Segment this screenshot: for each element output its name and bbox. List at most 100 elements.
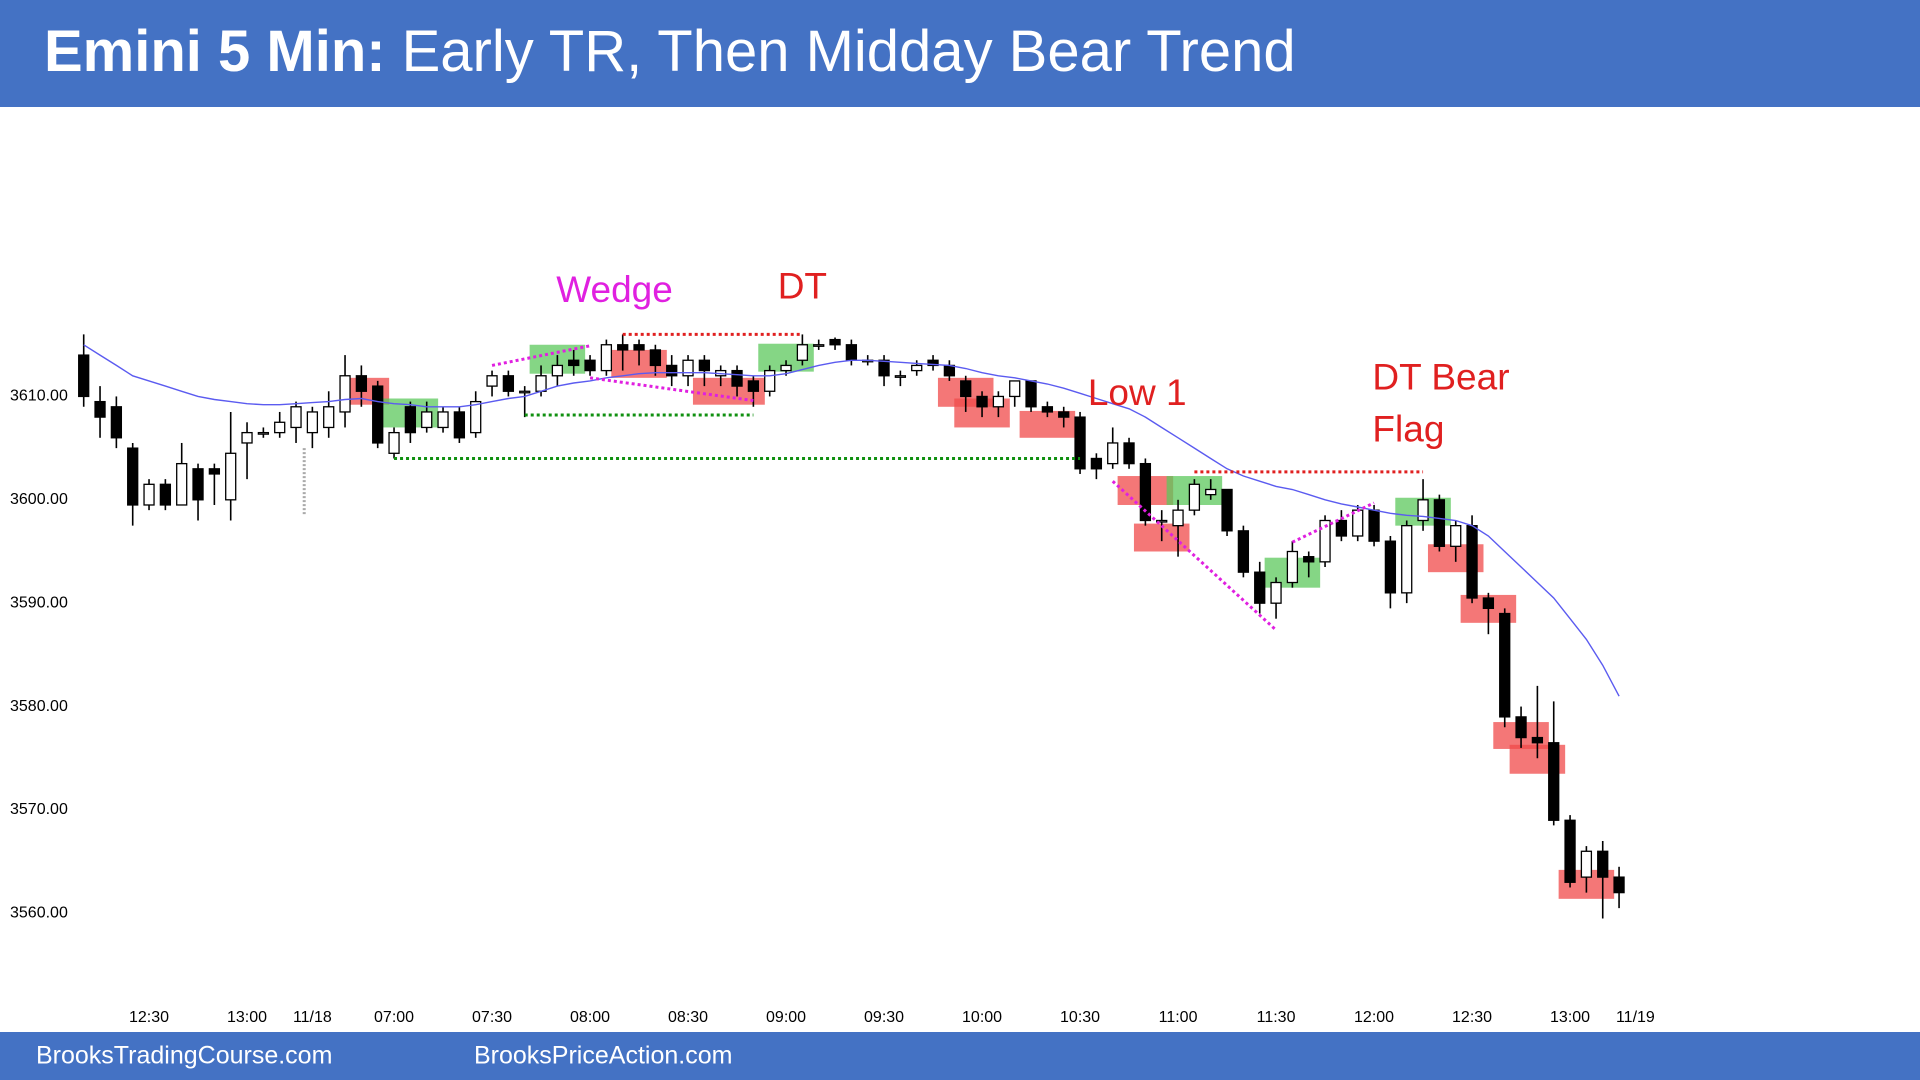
x-tick-label: 11:00 (1159, 1009, 1198, 1026)
candle-body (878, 359, 890, 377)
candle-body (1499, 612, 1511, 718)
x-tick-label: 09:00 (766, 1009, 806, 1026)
candle-body (1188, 483, 1201, 511)
candle-body (764, 369, 776, 392)
candle-body (747, 380, 760, 392)
candle-body (1205, 488, 1217, 496)
x-tick-label: 09:30 (864, 1009, 904, 1026)
x-tick-label: 13:00 (227, 1009, 267, 1026)
x-tick-label: 10:30 (1060, 1009, 1100, 1026)
y-tick-label: 3580.00 (10, 698, 68, 715)
candle-body (404, 406, 417, 434)
trend-line (1111, 480, 1278, 632)
y-tick-label: 3590.00 (10, 594, 68, 611)
x-tick-label: 11:30 (1257, 1009, 1296, 1026)
candle-body (943, 364, 956, 377)
candle-body (813, 344, 825, 347)
candle-body (1156, 519, 1168, 523)
candle-body (274, 421, 286, 434)
title-text: Early TR, Then Midday Bear Trend (402, 19, 1296, 84)
candle-body (339, 375, 351, 413)
candle-body (731, 369, 743, 387)
candle-body (1417, 499, 1429, 522)
y-tick-label: 3600.00 (10, 491, 68, 508)
y-tick-label: 3560.00 (10, 905, 68, 922)
candle-body (225, 452, 237, 501)
candle-body (829, 338, 841, 346)
footer-band (0, 1032, 1920, 1080)
x-tick-label: 11/19 (1616, 1009, 1655, 1026)
y-tick-label: 3610.00 (10, 388, 68, 405)
x-tick-label: 12:30 (1452, 1009, 1492, 1026)
candle-body (894, 375, 907, 378)
candle-body (1531, 736, 1544, 744)
candle-body (682, 359, 694, 377)
candle-body (94, 400, 106, 418)
candle-body (1009, 380, 1021, 398)
candle-body (110, 406, 123, 439)
candle-body (437, 411, 449, 429)
candle-body (1335, 519, 1348, 537)
candle-body (1025, 380, 1037, 408)
candle-body (1123, 442, 1135, 465)
candle-body (1319, 519, 1331, 563)
annotation: Low 1 (1088, 372, 1187, 413)
candle-body (1384, 540, 1397, 594)
candle-body (502, 375, 515, 392)
annotation: Flag (1372, 408, 1444, 449)
x-tick-label: 10:00 (962, 1009, 1002, 1026)
annotation: DT (778, 266, 827, 307)
candle-body (1270, 581, 1282, 604)
candle-body (1466, 525, 1478, 599)
trend-line (491, 344, 591, 367)
candle-body (1041, 406, 1054, 413)
candle-body (1172, 509, 1184, 527)
candle-body (241, 431, 253, 444)
candle-body (159, 483, 172, 506)
candle-body (355, 375, 368, 392)
candle-body (208, 468, 221, 475)
candle-body (176, 462, 188, 506)
candle-body (470, 400, 482, 434)
candle-body (127, 447, 139, 506)
candle-body (845, 344, 858, 361)
x-tick-label: 12:00 (1354, 1009, 1394, 1026)
x-tick-label: 07:30 (472, 1009, 512, 1026)
candle-body (1237, 530, 1250, 573)
candle-body (568, 359, 580, 367)
candle-body (1303, 556, 1315, 563)
candle-body (633, 344, 645, 351)
candle-body (911, 364, 923, 372)
annotation: DT Bear (1372, 357, 1509, 398)
candle-body (1074, 416, 1086, 470)
candle-body (1613, 876, 1625, 894)
candle-body (617, 344, 629, 351)
candle-body (1286, 550, 1299, 584)
candle-body (192, 468, 204, 501)
candle-body (535, 375, 547, 392)
title-lead: Emini 5 Min: (44, 19, 386, 84)
candle-body (1107, 442, 1119, 465)
candle-body (600, 344, 613, 372)
candle-body (666, 364, 678, 377)
candle-body (1597, 850, 1609, 878)
candle-body (143, 483, 155, 506)
candle-body (976, 395, 988, 408)
candle-body (486, 375, 498, 387)
candle-body (796, 344, 809, 361)
candle-body (1058, 411, 1070, 418)
candle-body (960, 380, 972, 398)
candle-body (551, 364, 564, 377)
candle-body (372, 385, 384, 444)
x-tick-label: 12:30 (129, 1009, 169, 1026)
candle-body (1450, 525, 1462, 547)
candle-body (388, 431, 400, 454)
candle-body (519, 390, 531, 394)
candle-body (1254, 571, 1266, 604)
candle-body (1548, 742, 1560, 821)
candle-body (649, 349, 662, 367)
candle-body (78, 354, 90, 398)
candle-body (698, 359, 711, 372)
candle-body (421, 411, 433, 429)
